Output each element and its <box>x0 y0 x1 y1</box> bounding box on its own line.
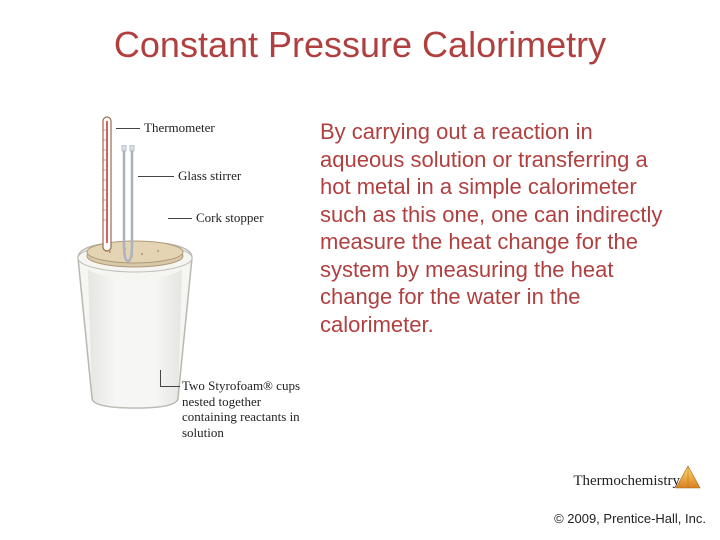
glass-stirrer-label: Glass stirrer <box>178 168 241 184</box>
glass-stirrer-icon <box>120 145 136 265</box>
thermometer-icon <box>100 115 114 255</box>
pyramid-icon <box>674 464 702 490</box>
subject-label: Thermochemistry <box>573 473 680 490</box>
thermometer-label: Thermometer <box>144 120 215 136</box>
slide-title: Constant Pressure Calorimetry <box>0 24 720 66</box>
body-paragraph: By carrying out a reaction in aqueous so… <box>320 118 680 338</box>
calorimeter-diagram: Thermometer Glass stirrer Cork stopper T… <box>40 110 310 450</box>
copyright-text: © 2009, Prentice-Hall, Inc. <box>554 511 706 526</box>
cork-stopper-label: Cork stopper <box>196 210 264 226</box>
cups-label: Two Styrofoam® cups nested together cont… <box>182 378 312 440</box>
